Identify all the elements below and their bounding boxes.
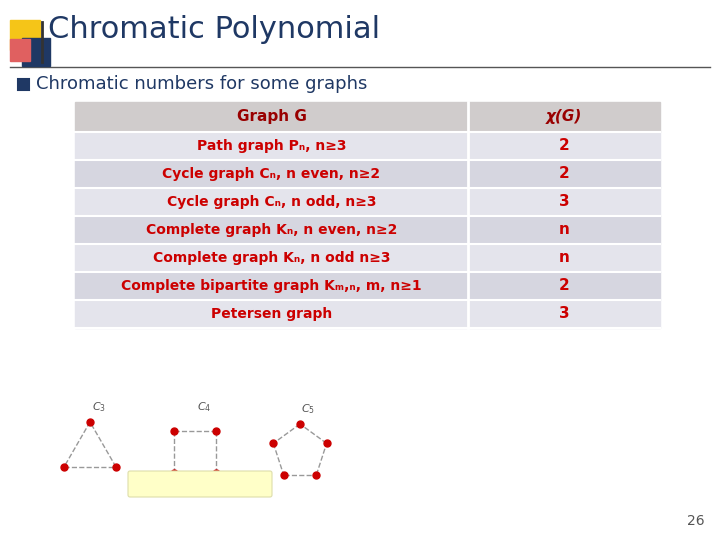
- Text: Chromatic numbers for some graphs: Chromatic numbers for some graphs: [36, 75, 367, 93]
- Text: Chromatic Polynomial: Chromatic Polynomial: [48, 16, 380, 44]
- Bar: [75, 300, 660, 328]
- Bar: [10, 39, 30, 61]
- Bar: [75, 272, 660, 300]
- Text: n: n: [559, 222, 570, 238]
- Bar: [75, 102, 660, 132]
- Text: 3: 3: [559, 194, 570, 210]
- Bar: [18, 79, 29, 90]
- Bar: [75, 132, 660, 160]
- Text: 3: 3: [559, 307, 570, 321]
- Text: Petersen graph: Petersen graph: [211, 307, 332, 321]
- Text: Cycle graph Cₙ, n odd, n≥3: Cycle graph Cₙ, n odd, n≥3: [167, 195, 377, 209]
- Bar: [75, 244, 660, 272]
- Text: χ(G): χ(G): [546, 110, 582, 125]
- Text: $C_5$: $C_5$: [302, 402, 315, 416]
- Bar: [75, 216, 660, 244]
- Text: n: n: [559, 251, 570, 266]
- Text: 2: 2: [559, 138, 570, 153]
- Bar: [10, 20, 40, 50]
- Text: 2: 2: [559, 166, 570, 181]
- Text: Graph G: Graph G: [237, 110, 307, 125]
- Text: Complete graph Kₙ, n odd n≥3: Complete graph Kₙ, n odd n≥3: [153, 251, 390, 265]
- Text: Complete graph Kₙ, n even, n≥2: Complete graph Kₙ, n even, n≥2: [146, 223, 397, 237]
- Text: 2: 2: [559, 279, 570, 294]
- Text: Cycle graph Cₙ, n even, n≥2: Cycle graph Cₙ, n even, n≥2: [163, 167, 381, 181]
- Bar: [22, 38, 50, 66]
- Text: $C_3$: $C_3$: [92, 400, 106, 414]
- Text: 26: 26: [688, 514, 705, 528]
- Bar: [75, 188, 660, 216]
- Text: Cycle graph: Cycle graph: [158, 477, 242, 491]
- FancyBboxPatch shape: [128, 471, 272, 497]
- Text: Path graph Pₙ, n≥3: Path graph Pₙ, n≥3: [197, 139, 346, 153]
- Text: $C_4$: $C_4$: [197, 400, 211, 414]
- Bar: [75, 160, 660, 188]
- Text: Complete bipartite graph Kₘ,ₙ, m, n≥1: Complete bipartite graph Kₘ,ₙ, m, n≥1: [121, 279, 422, 293]
- Bar: [19, 80, 28, 89]
